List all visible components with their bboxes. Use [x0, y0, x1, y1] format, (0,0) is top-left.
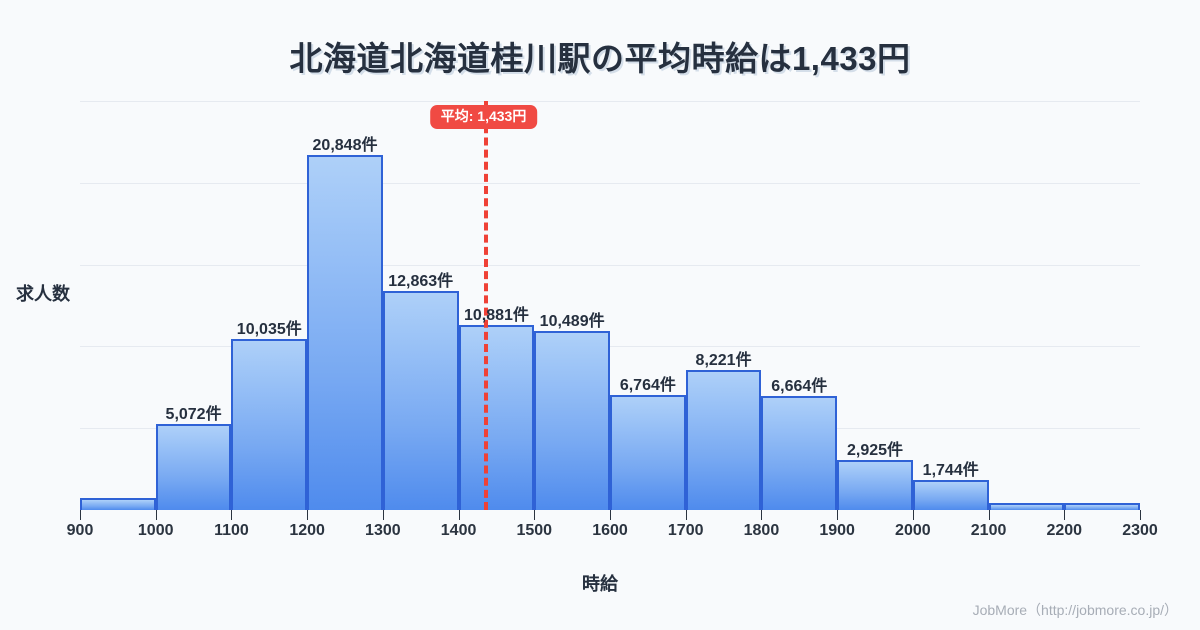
bar-value-label: 2,925件	[846, 442, 904, 460]
bar-value-label: 5,072件	[165, 405, 222, 423]
x-axis-tick-label: 900	[66, 522, 94, 539]
x-axis-tick-label: 1900	[819, 522, 855, 539]
bar[interactable]	[988, 502, 1065, 510]
bar-value-label: 8,221件	[695, 351, 752, 369]
bar[interactable]	[382, 290, 459, 510]
x-axis-tick-mark	[685, 510, 687, 520]
average-line	[483, 101, 488, 510]
plot-area	[80, 101, 1140, 510]
bar[interactable]	[231, 339, 308, 510]
gridline	[80, 346, 1140, 348]
bar-value-label: 12,863件	[388, 272, 454, 290]
x-axis-tick-label: 2200	[1046, 522, 1083, 539]
x-axis-tick-mark	[80, 510, 81, 520]
bar[interactable]	[912, 480, 989, 510]
bar[interactable]	[80, 498, 156, 510]
x-axis-tick-label: 1500	[516, 522, 553, 539]
x-axis-tick-mark	[1064, 510, 1066, 520]
x-axis-tick-label: 2000	[895, 522, 931, 539]
bar-value-label: 10,881件	[463, 306, 529, 324]
x-axis-tick-label: 1100	[214, 522, 249, 539]
gridline	[80, 101, 1140, 102]
x-axis-tick-label: 2100	[970, 522, 1007, 539]
gridline	[80, 264, 1140, 266]
bar[interactable]	[458, 324, 535, 510]
x-axis-tick-mark	[155, 510, 157, 520]
x-axis-tick-mark	[534, 510, 536, 520]
x-axis-tick-label: 1400	[440, 522, 477, 539]
bar[interactable]	[155, 423, 232, 510]
x-axis-tick-mark	[761, 510, 763, 520]
x-axis-tick-mark	[912, 510, 914, 520]
x-axis-tick-mark	[1140, 510, 1141, 520]
average-badge: 平均: 1,433円	[429, 105, 538, 130]
x-axis-tick-label: 2300	[1122, 522, 1158, 539]
x-axis-tick-label: 1800	[743, 522, 780, 539]
bar-value-label: 1,744件	[922, 462, 979, 480]
bar[interactable]	[685, 369, 762, 510]
x-axis-tick-mark	[610, 510, 611, 520]
x-axis-tick-mark	[458, 510, 460, 520]
x-axis-tick-label: 1300	[365, 522, 401, 539]
bar[interactable]	[761, 396, 838, 510]
x-axis-tick-label: 1000	[137, 522, 174, 539]
bar[interactable]	[610, 394, 686, 510]
x-axis-tick-mark	[837, 510, 839, 520]
x-axis-tick-mark	[307, 510, 309, 520]
bar[interactable]	[307, 154, 383, 510]
bar-value-label: 10,489件	[539, 313, 605, 331]
bar-value-label: 10,035件	[236, 320, 302, 338]
bar-value-label: 6,664件	[771, 378, 828, 396]
x-axis-tick-label: 1600	[592, 522, 628, 539]
y-axis-title: 求人数	[16, 284, 70, 304]
x-axis-tick-label: 1700	[667, 522, 704, 539]
gridline	[80, 182, 1140, 184]
bar[interactable]	[1064, 502, 1140, 510]
bar[interactable]	[837, 460, 913, 510]
x-axis-tick-mark	[382, 510, 384, 520]
bar-value-label: 6,764件	[619, 376, 676, 394]
footer-attribution: JobMore（http://jobmore.co.jp/）	[972, 602, 1178, 618]
x-axis-title: 時給	[582, 574, 618, 594]
x-axis-tick-mark	[231, 510, 233, 520]
x-axis-tick-mark	[988, 510, 990, 520]
bar[interactable]	[534, 331, 610, 510]
x-axis-tick-label: 1200	[289, 522, 325, 539]
page-title: 北海道北海道桂川駅の平均時給は1,433円	[289, 40, 911, 77]
bar-value-label: 20,848件	[312, 136, 378, 154]
